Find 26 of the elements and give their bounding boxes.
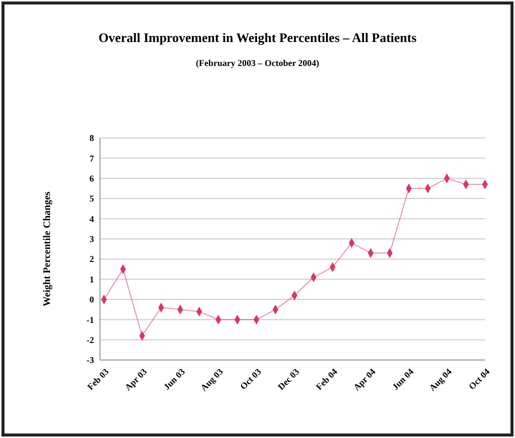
y-tick-label: 3 bbox=[90, 234, 94, 244]
x-tick-label: Feb 03 bbox=[85, 366, 111, 392]
x-tick-label: Dec 03 bbox=[276, 366, 302, 392]
y-tick-label: 6 bbox=[90, 174, 94, 184]
y-tick-label: 1 bbox=[90, 274, 94, 284]
y-tick-label: -1 bbox=[86, 314, 94, 325]
x-tick-label: Oct 03 bbox=[238, 366, 264, 392]
x-tick-label: Aug 04 bbox=[427, 366, 454, 393]
y-tick-label: 5 bbox=[90, 194, 94, 204]
x-tick-label: Feb 04 bbox=[314, 366, 340, 392]
x-tick-label: Apr 04 bbox=[351, 366, 378, 392]
y-tick-label: -3 bbox=[86, 355, 94, 366]
y-tick-label: 7 bbox=[90, 153, 94, 164]
y-tick-label: 2 bbox=[90, 254, 94, 264]
x-tick-label: Apr 03 bbox=[122, 366, 150, 392]
x-tick-label: Jun 04 bbox=[390, 366, 416, 392]
y-tick-label: -2 bbox=[86, 334, 94, 345]
x-tick-label: Aug 03 bbox=[198, 366, 226, 393]
chart-title: Overall Improvement in Weight Percentiles – All Patients bbox=[98, 30, 417, 45]
chart-subtitle: (February 2003 – October 2004) bbox=[196, 58, 320, 68]
y-tick-label: 8 bbox=[90, 133, 94, 144]
y-tick-label: 0 bbox=[90, 294, 94, 305]
y-tick-label: 4 bbox=[90, 214, 94, 224]
x-tick-label: Oct 04 bbox=[466, 366, 492, 392]
y-axis-title: Weight Percentile Changes bbox=[42, 192, 53, 306]
x-tick-label: Jun 03 bbox=[162, 366, 188, 392]
